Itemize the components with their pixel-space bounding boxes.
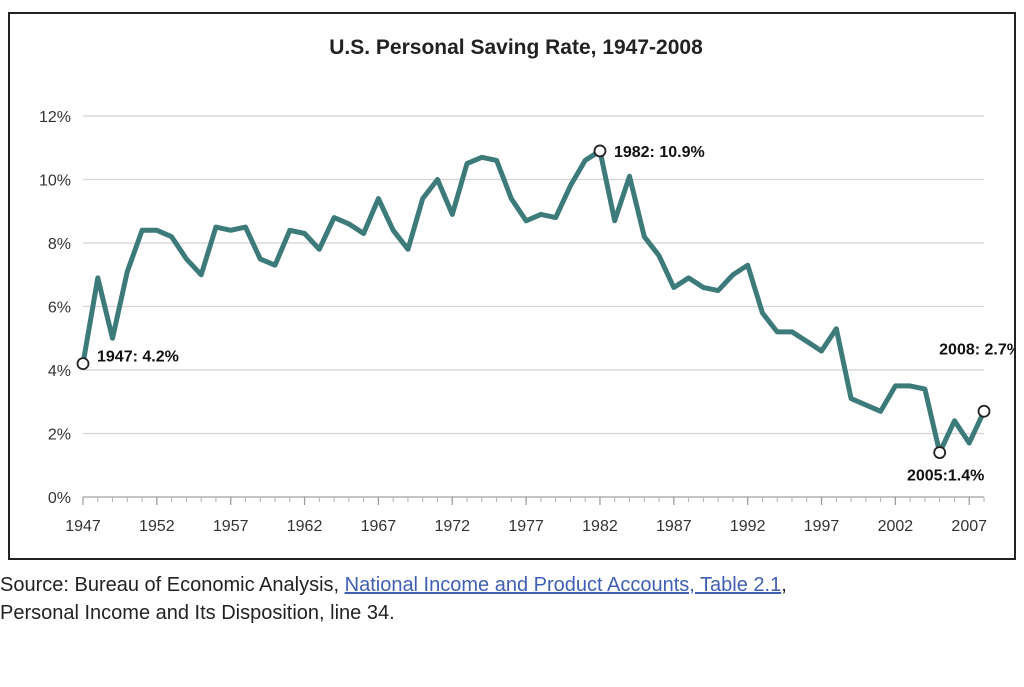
source-suffix: , <box>781 574 787 596</box>
x-tick-label: 1987 <box>656 518 692 535</box>
y-tick-label: 4% <box>48 363 71 380</box>
source-link[interactable]: National Income and Product Accounts, Ta… <box>344 574 782 596</box>
source-note: Source: Bureau of Economic Analysis, Nat… <box>0 574 787 597</box>
series-line <box>80 148 987 456</box>
y-tick-label: 8% <box>48 236 71 253</box>
x-tick-label: 1962 <box>287 518 323 535</box>
data-annotation: 2005:1.4% <box>907 468 984 485</box>
x-tick-label: 1967 <box>361 518 397 535</box>
x-tick-label: 2002 <box>878 518 914 535</box>
highlight-marker <box>933 446 947 459</box>
data-annotation: 2008: 2.7% <box>939 341 1014 358</box>
x-tick-label: 2007 <box>951 518 987 535</box>
chart-frame: U.S. Personal Saving Rate, 1947-2008 0% 2… <box>8 12 1016 560</box>
x-tick-label: 1997 <box>804 518 840 535</box>
line-chart: U.S. Personal Saving Rate, 1947-2008 0% 2… <box>39 36 1014 535</box>
y-tick-label: 12% <box>39 109 71 126</box>
x-tick-label: 1977 <box>508 518 544 535</box>
x-tick-label: 1992 <box>730 518 766 535</box>
y-tick-label: 10% <box>39 173 71 190</box>
source-note-line-2: Personal Income and Its Disposition, lin… <box>0 602 395 624</box>
x-tick-label: 1952 <box>139 518 175 535</box>
highlight-marker <box>593 144 607 158</box>
axes: 0% 2% 4% 6% 8% 10% 12% 1947 1952 1957 1962 1967 1972… <box>39 109 987 535</box>
y-tick-label: 2% <box>48 427 71 444</box>
source-prefix: Source: Bureau of Economic Analysis, <box>0 574 345 596</box>
chart-title: U.S. Personal Saving Rate, 1947-2008 <box>329 36 703 59</box>
data-annotation: 1947: 4.2% <box>97 349 179 366</box>
highlight-layer: 1947: 4.2% 1982: 10.9% 2005:1.4% 2008: 2.7% <box>76 144 1014 485</box>
data-annotation: 1982: 10.9% <box>614 144 705 161</box>
highlight-marker <box>977 404 991 418</box>
x-tick-label: 1947 <box>65 518 101 535</box>
x-tick-label: 1957 <box>213 518 249 535</box>
gridlines <box>83 115 984 435</box>
y-tick-label: 6% <box>48 300 71 317</box>
x-tick-label: 1972 <box>434 518 470 535</box>
x-tick-label: 1982 <box>582 518 618 535</box>
series-layer <box>80 148 987 456</box>
y-tick-label: 0% <box>48 490 71 507</box>
highlight-marker <box>76 357 90 371</box>
